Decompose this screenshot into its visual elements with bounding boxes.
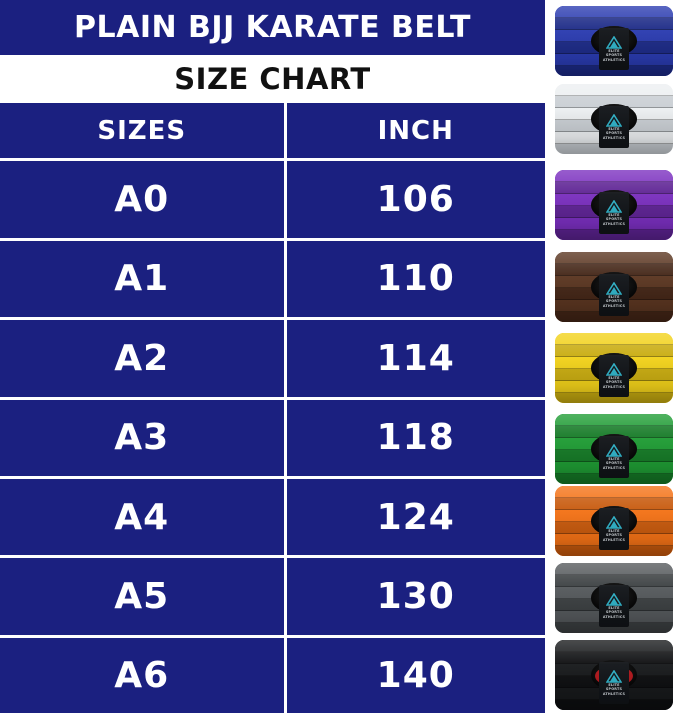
belt-coil: ELITE SPORTS ATHLETICS xyxy=(555,640,673,710)
table-row: A5 130 xyxy=(0,556,545,638)
triangle-logo-icon xyxy=(606,593,622,606)
triangle-logo-icon xyxy=(606,516,622,529)
brand-line-1: ELITE xyxy=(608,49,620,54)
brand-line-1: ELITE xyxy=(608,683,620,688)
brand-line-3: ATHLETICS xyxy=(602,614,626,619)
size-table: SIZES INCH A0 106 A1 110 A2 114 xyxy=(0,103,545,713)
cell-size: A2 xyxy=(0,318,287,400)
belt-coil: ELITE SPORTS ATHLETICS xyxy=(555,333,673,403)
table-row: A3 118 xyxy=(0,398,545,479)
belt-coil: ELITE SPORTS ATHLETICS xyxy=(555,486,673,556)
belt-coil: ELITE SPORTS ATHLETICS xyxy=(555,6,673,76)
brand-line-3: ATHLETICS xyxy=(602,135,626,140)
cell-size: A1 xyxy=(0,239,287,321)
belt-coil: ELITE SPORTS ATHLETICS xyxy=(555,563,673,633)
cell-inch: 106 xyxy=(285,159,545,241)
brand-label-patch: ELITE SPORTS ATHLETICS xyxy=(599,662,629,704)
blue-belt: ELITE SPORTS ATHLETICS xyxy=(555,6,673,76)
belt-coil: ELITE SPORTS ATHLETICS xyxy=(555,414,673,484)
table-row: A4 124 xyxy=(0,477,545,559)
brand-line-1: ELITE xyxy=(608,529,620,534)
subtitle-bar: SIZE CHART xyxy=(0,55,545,103)
table-row: A6 140 xyxy=(0,636,545,713)
column-header-sizes: SIZES xyxy=(0,103,287,162)
page-subtitle: SIZE CHART xyxy=(174,62,371,96)
cell-inch: 118 xyxy=(285,398,545,479)
column-header-inch: INCH xyxy=(285,103,545,162)
brand-line-3: ATHLETICS xyxy=(602,465,626,470)
green-belt: ELITE SPORTS ATHLETICS xyxy=(555,414,673,484)
cell-size: A0 xyxy=(0,159,287,241)
triangle-logo-icon xyxy=(606,36,622,49)
brand-line-3: ATHLETICS xyxy=(602,537,626,542)
cell-inch: 110 xyxy=(285,239,545,321)
triangle-logo-icon xyxy=(606,114,622,127)
triangle-logo-icon xyxy=(606,670,622,683)
table-row: A0 106 xyxy=(0,159,545,241)
table-row: A2 114 xyxy=(0,318,545,400)
belt-images-column: ELITE SPORTS ATHLETICS ELITE SPORTS ATHLETICS… xyxy=(545,0,679,713)
brand-line-3: ATHLETICS xyxy=(602,57,626,62)
belt-coil: ELITE SPORTS ATHLETICS xyxy=(555,170,673,240)
size-table-container: SIZES INCH A0 106 A1 110 A2 114 xyxy=(0,103,545,713)
yellow-belt: ELITE SPORTS ATHLETICS xyxy=(555,333,673,403)
brand-line-3: ATHLETICS xyxy=(602,384,626,389)
orange-belt: ELITE SPORTS ATHLETICS xyxy=(555,486,673,556)
brand-label-patch: ELITE SPORTS ATHLETICS xyxy=(599,585,629,627)
brand-label-patch: ELITE SPORTS ATHLETICS xyxy=(599,274,629,316)
cell-size: A4 xyxy=(0,477,287,559)
triangle-logo-icon xyxy=(606,444,622,457)
triangle-logo-icon xyxy=(606,363,622,376)
brand-label-patch: ELITE SPORTS ATHLETICS xyxy=(599,28,629,70)
cell-inch: 140 xyxy=(285,636,545,713)
brand-line-2: SPORTS xyxy=(605,610,623,615)
brand-label-patch: ELITE SPORTS ATHLETICS xyxy=(599,508,629,550)
cell-size: A6 xyxy=(0,636,287,713)
brand-line-2: SPORTS xyxy=(605,53,623,58)
white-belt: ELITE SPORTS ATHLETICS xyxy=(555,84,673,154)
brand-line-2: SPORTS xyxy=(605,299,623,304)
belt-coil: ELITE SPORTS ATHLETICS xyxy=(555,84,673,154)
brand-label-patch: ELITE SPORTS ATHLETICS xyxy=(599,106,629,148)
grey-belt: ELITE SPORTS ATHLETICS xyxy=(555,563,673,633)
belt-coil: ELITE SPORTS ATHLETICS xyxy=(555,252,673,322)
cell-size: A5 xyxy=(0,556,287,638)
brand-line-2: SPORTS xyxy=(605,687,623,692)
brand-line-1: ELITE xyxy=(608,606,620,611)
brand-line-3: ATHLETICS xyxy=(602,691,626,696)
brand-line-1: ELITE xyxy=(608,295,620,300)
title-bar: PLAIN BJJ KARATE BELT xyxy=(0,0,545,55)
triangle-logo-icon xyxy=(606,282,622,295)
brown-belt: ELITE SPORTS ATHLETICS xyxy=(555,252,673,322)
purple-belt: ELITE SPORTS ATHLETICS xyxy=(555,170,673,240)
cell-inch: 130 xyxy=(285,556,545,638)
brand-line-2: SPORTS xyxy=(605,217,623,222)
brand-line-1: ELITE xyxy=(608,213,620,218)
brand-line-1: ELITE xyxy=(608,127,620,132)
brand-line-3: ATHLETICS xyxy=(602,303,626,308)
brand-label-patch: ELITE SPORTS ATHLETICS xyxy=(599,355,629,397)
brand-line-3: ATHLETICS xyxy=(602,221,626,226)
brand-label-patch: ELITE SPORTS ATHLETICS xyxy=(599,192,629,234)
brand-line-1: ELITE xyxy=(608,457,620,462)
cell-size: A3 xyxy=(0,398,287,479)
brand-line-2: SPORTS xyxy=(605,380,623,385)
cell-inch: 114 xyxy=(285,318,545,400)
brand-line-2: SPORTS xyxy=(605,461,623,466)
brand-line-1: ELITE xyxy=(608,376,620,381)
table-row: A1 110 xyxy=(0,239,545,321)
table-header-row: SIZES INCH xyxy=(0,103,545,162)
brand-line-2: SPORTS xyxy=(605,131,623,136)
brand-label-patch: ELITE SPORTS ATHLETICS xyxy=(599,436,629,478)
page-title: PLAIN BJJ KARATE BELT xyxy=(74,10,471,45)
brand-line-2: SPORTS xyxy=(605,533,623,538)
chart-column: PLAIN BJJ KARATE BELT SIZE CHART SIZES I… xyxy=(0,0,545,713)
black-red-belt: ELITE SPORTS ATHLETICS xyxy=(555,640,673,710)
triangle-logo-icon xyxy=(606,200,622,213)
cell-inch: 124 xyxy=(285,477,545,559)
